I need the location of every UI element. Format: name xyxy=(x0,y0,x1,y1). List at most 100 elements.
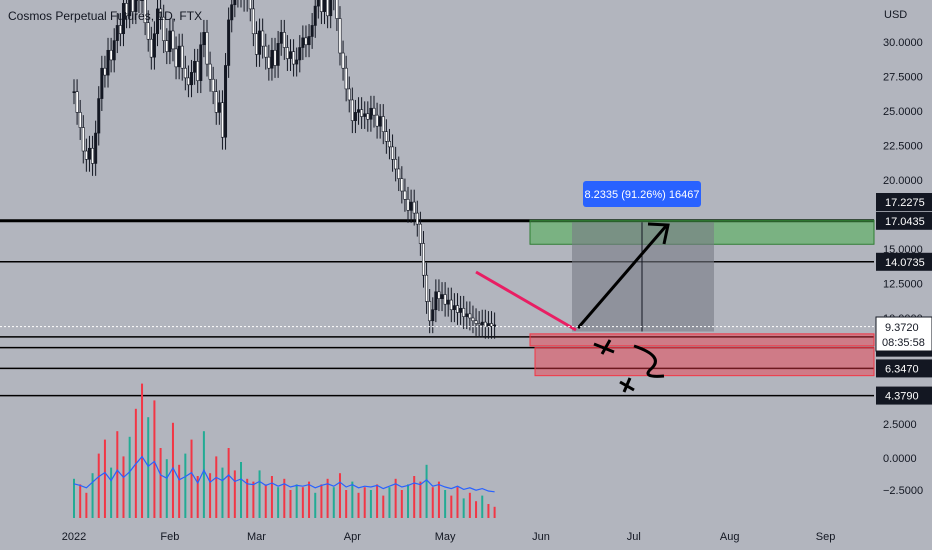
candle-body xyxy=(227,19,231,66)
candle-body xyxy=(205,32,209,65)
level-label-bg-1 xyxy=(876,252,932,271)
volume-bar xyxy=(128,436,131,518)
candle-body xyxy=(128,0,132,17)
level-label-1: 14.0735 xyxy=(885,257,925,269)
candle-body xyxy=(465,313,469,317)
candle-body xyxy=(285,47,289,59)
user-drawings xyxy=(0,222,874,393)
zone-top-label-text: 17.2275 xyxy=(885,197,925,209)
volume-bar xyxy=(425,464,428,518)
volume-bar xyxy=(178,464,181,518)
last-price-badge-bg xyxy=(875,316,932,352)
volume-bar xyxy=(190,439,193,518)
volume-bar xyxy=(308,481,311,518)
price-tick-label: 15.0000 xyxy=(883,244,923,256)
volume-bar xyxy=(357,492,360,518)
candle-body xyxy=(353,112,357,121)
volume-bar xyxy=(141,383,144,518)
candle-body xyxy=(397,168,401,179)
candle-body xyxy=(254,33,258,55)
candle-body xyxy=(378,116,382,127)
candle-body xyxy=(233,0,237,6)
volume-bar xyxy=(215,456,218,518)
projection-badge-bg xyxy=(583,181,701,207)
volume-bar xyxy=(351,481,354,518)
level-label-5: 4.3790 xyxy=(885,391,919,403)
candle-body xyxy=(443,294,447,305)
volume-bar xyxy=(184,453,187,518)
candle-body xyxy=(217,102,221,113)
countdown-label: 08:35:58 xyxy=(882,337,925,349)
candle-body xyxy=(381,116,385,132)
candle-body xyxy=(84,150,88,160)
volume-bar xyxy=(320,484,323,518)
support-zone-lower[interactable] xyxy=(534,347,875,377)
candle-body xyxy=(146,22,150,40)
candle-body xyxy=(329,0,333,17)
volume-bar xyxy=(171,422,174,518)
volume-bar xyxy=(264,484,267,518)
time-tick-label: Aug xyxy=(720,531,740,543)
support-zone-upper[interactable] xyxy=(529,333,875,347)
candle-body xyxy=(394,159,398,170)
measure-box[interactable] xyxy=(572,222,714,332)
candle-body xyxy=(208,63,212,80)
price-tick-label: 27.5000 xyxy=(883,72,923,84)
volume-bar xyxy=(91,473,94,518)
candle-body xyxy=(480,321,484,326)
candle-body xyxy=(372,107,376,116)
candle-body xyxy=(121,3,125,35)
candle-body xyxy=(409,201,413,211)
candle-body xyxy=(109,49,113,61)
volume-bar xyxy=(382,495,385,518)
volume-bar xyxy=(270,476,273,518)
price-tick-label: 30.0000 xyxy=(883,37,923,49)
volume-bar xyxy=(376,484,379,518)
candle-body xyxy=(78,112,82,128)
candle-body xyxy=(421,243,425,276)
volume-bar xyxy=(456,487,459,518)
level-label-0: 17.0435 xyxy=(885,216,925,228)
candle-body xyxy=(357,109,361,113)
candle-body xyxy=(387,141,391,148)
projection-badge: 8.2335 (91.26%) 16467 xyxy=(583,181,701,207)
candle-body xyxy=(258,30,262,55)
zone-top-label: 17.2275 xyxy=(876,193,932,211)
candle-body xyxy=(81,127,85,152)
volume-bar xyxy=(437,481,440,518)
candle-body xyxy=(366,113,370,120)
candle-body xyxy=(483,321,487,327)
candle-body xyxy=(437,291,441,299)
candle-body xyxy=(403,190,407,200)
candle-body xyxy=(97,98,101,134)
candle-body xyxy=(449,299,453,311)
candle-body xyxy=(326,0,330,17)
level-label-bg-4 xyxy=(876,359,932,378)
trend-line[interactable] xyxy=(475,270,577,332)
volume-bars xyxy=(73,383,496,518)
candle-body xyxy=(493,324,497,327)
candle-body xyxy=(304,37,308,46)
candle-body xyxy=(261,30,265,47)
volume-bar xyxy=(413,476,416,518)
level-label-bg-0 xyxy=(876,211,932,230)
volume-bar xyxy=(400,490,403,518)
time-tick-label: 2022 xyxy=(62,531,86,543)
zone-top-label-bg xyxy=(876,193,932,211)
candle-body xyxy=(159,8,163,18)
volume-bar xyxy=(338,473,341,518)
volume-bar xyxy=(289,490,292,518)
candle-body xyxy=(452,305,456,311)
time-tick-label: Jun xyxy=(532,531,550,543)
candle-body xyxy=(455,305,459,313)
volume-bar xyxy=(227,448,230,518)
volume-bar xyxy=(85,492,88,518)
candle-body xyxy=(301,37,305,48)
candle-body xyxy=(211,78,215,92)
candle-body xyxy=(391,146,395,160)
projection-arrow[interactable] xyxy=(576,225,668,329)
volume-bar xyxy=(110,467,113,518)
candle-body xyxy=(180,45,184,69)
candle-body xyxy=(375,114,379,127)
